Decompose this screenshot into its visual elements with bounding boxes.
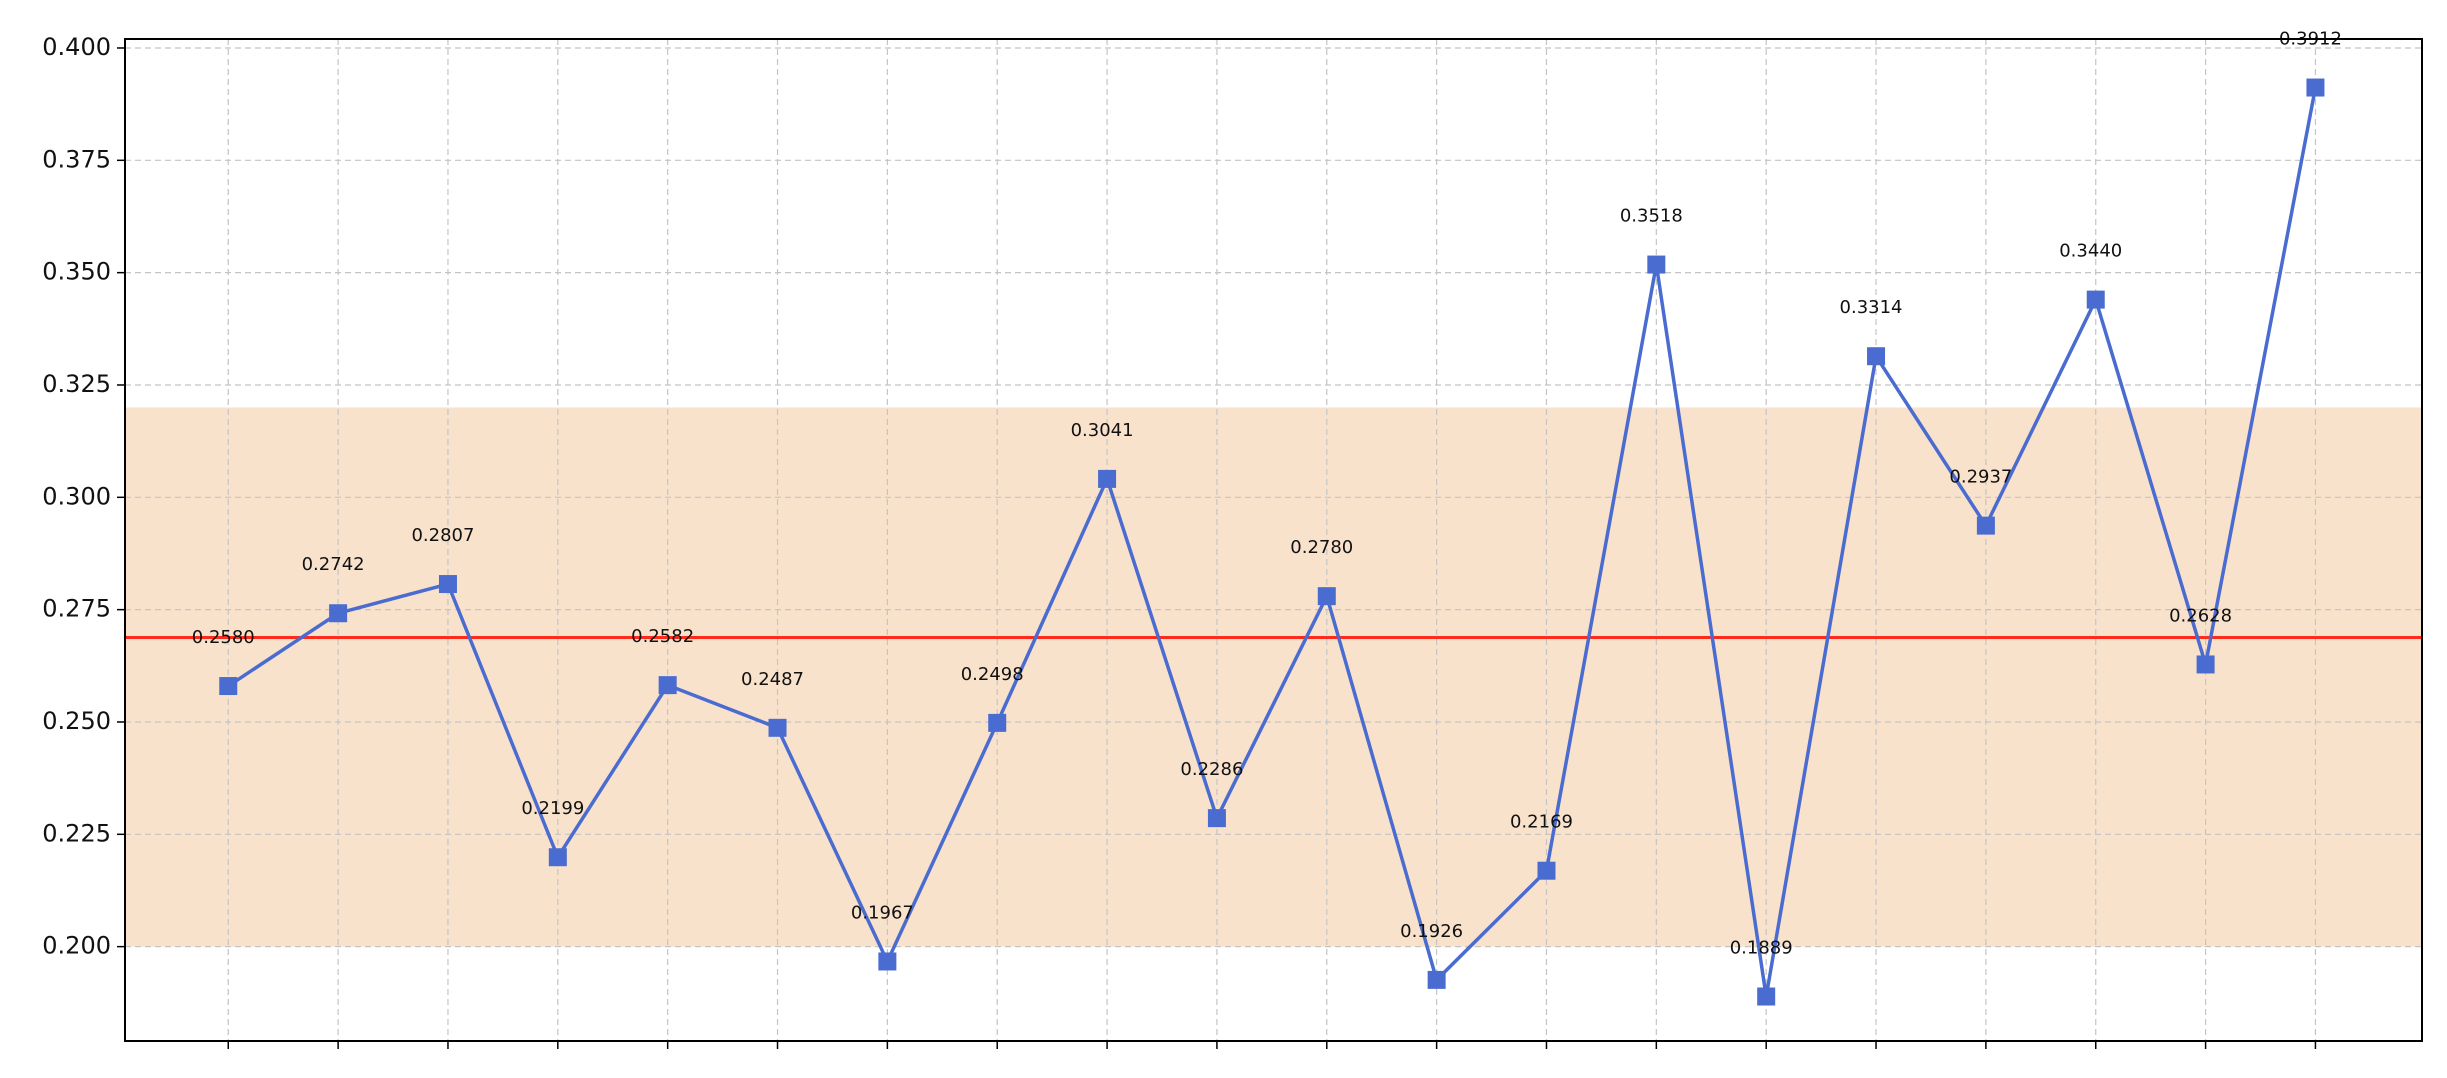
marker — [219, 677, 238, 696]
data-line — [227, 87, 2318, 997]
y-tick-label: 0.250 — [42, 707, 111, 735]
plot-frame — [124, 38, 2423, 1042]
marker — [1427, 970, 1446, 989]
value-label: 0.3314 — [1840, 297, 1903, 318]
marker — [1317, 587, 1336, 606]
y-tick-label: 0.225 — [42, 819, 111, 847]
marker — [878, 952, 897, 971]
value-label: 0.2742 — [302, 554, 365, 575]
value-label: 0.3518 — [1620, 206, 1683, 227]
marker — [1757, 987, 1776, 1006]
value-label: 0.2582 — [631, 626, 694, 647]
marker — [768, 718, 787, 737]
value-label: 0.2498 — [961, 664, 1024, 685]
marker — [1537, 861, 1556, 880]
value-label: 0.2780 — [1290, 537, 1353, 558]
marker — [988, 713, 1007, 732]
y-tick-label: 0.375 — [42, 145, 111, 173]
y-tick-label: 0.300 — [42, 482, 111, 510]
value-label: 0.2807 — [411, 525, 474, 546]
value-label: 0.1889 — [1730, 938, 1793, 959]
marker — [329, 604, 348, 623]
marker — [1207, 809, 1226, 828]
marker — [438, 575, 457, 594]
value-label: 0.2628 — [2169, 605, 2232, 626]
value-label: 0.1926 — [1400, 921, 1463, 942]
y-tick-label: 0.275 — [42, 595, 111, 623]
value-label: 0.2580 — [192, 627, 255, 648]
marker — [2196, 655, 2215, 674]
marker — [1098, 469, 1117, 488]
value-label: 0.1967 — [851, 902, 914, 923]
value-label: 0.2937 — [1949, 467, 2012, 488]
shaded-band — [125, 407, 2422, 947]
marker — [2306, 78, 2325, 97]
y-tick-label: 0.400 — [42, 33, 111, 61]
value-label: 0.2169 — [1510, 812, 1573, 833]
marker — [1976, 516, 1995, 535]
marker — [2086, 290, 2105, 309]
y-tick-label: 0.350 — [42, 258, 111, 286]
value-label: 0.2199 — [521, 798, 584, 819]
marker — [1647, 255, 1666, 274]
value-label: 0.3041 — [1071, 420, 1134, 441]
value-label: 0.3440 — [2059, 241, 2122, 262]
marker — [658, 676, 677, 695]
y-tick-label: 0.200 — [42, 932, 111, 960]
y-tick-label: 0.325 — [42, 370, 111, 398]
marker — [1867, 347, 1886, 366]
marker — [548, 848, 567, 867]
value-label: 0.2487 — [741, 669, 804, 690]
value-label: 0.2286 — [1180, 759, 1243, 780]
